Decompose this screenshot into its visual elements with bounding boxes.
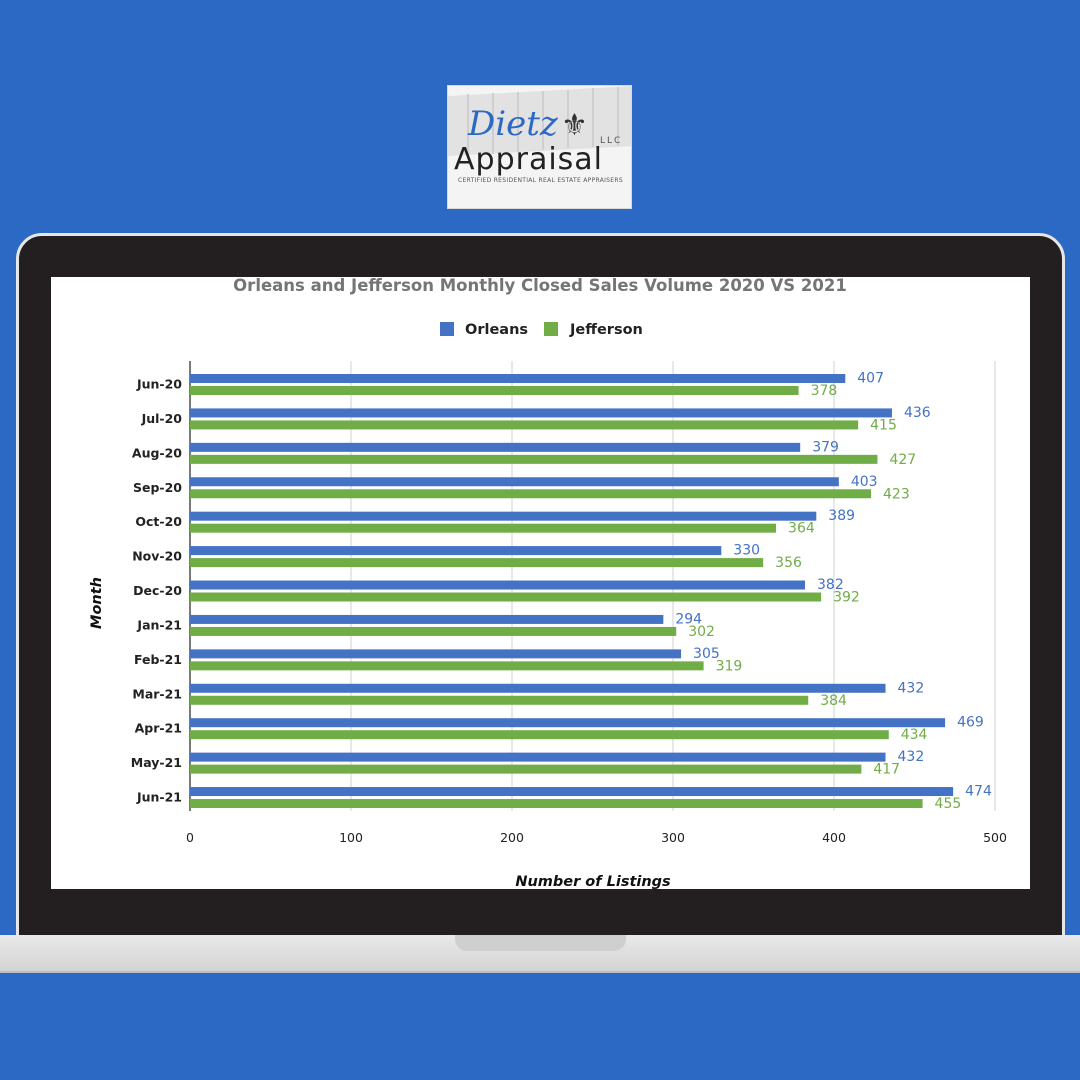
category-label: Nov-20 bbox=[132, 549, 182, 564]
data-label-jefferson: 364 bbox=[788, 521, 815, 537]
legend-swatch-orleans bbox=[440, 322, 454, 336]
x-tick-labels: 0 100 200 300 400 500 bbox=[186, 830, 1007, 845]
data-label-orleans: 407 bbox=[857, 371, 884, 387]
bar-jefferson bbox=[190, 489, 872, 499]
data-label-jefferson: 417 bbox=[873, 762, 900, 778]
data-label-jefferson: 384 bbox=[820, 693, 847, 709]
data-label-orleans: 294 bbox=[675, 611, 702, 627]
laptop-notch bbox=[455, 935, 626, 951]
category-label: May-21 bbox=[131, 755, 182, 770]
logo-building-background bbox=[448, 86, 631, 208]
data-label-orleans: 389 bbox=[828, 508, 855, 524]
data-label-jefferson: 356 bbox=[775, 555, 802, 571]
company-logo: Dietz ⚜ LLC Appraisal CERTIFIED RESIDENT… bbox=[447, 85, 632, 209]
logo-llc-text: LLC bbox=[600, 136, 623, 146]
legend-label-jefferson: Jefferson bbox=[569, 322, 643, 338]
fleur-de-lis-icon: ⚜ bbox=[561, 108, 588, 143]
bar-orleans bbox=[190, 683, 886, 693]
legend-swatch-jefferson bbox=[544, 322, 558, 336]
data-label-jefferson: 434 bbox=[901, 727, 928, 743]
bar-orleans bbox=[190, 374, 846, 383]
bar-jefferson bbox=[190, 454, 878, 464]
category-label: Feb-21 bbox=[134, 652, 182, 667]
bar-jefferson bbox=[190, 764, 862, 774]
category-label: Aug-20 bbox=[132, 445, 182, 460]
bar-orleans bbox=[190, 718, 946, 728]
x-tick-label: 300 bbox=[661, 830, 685, 845]
bar-orleans bbox=[190, 546, 722, 556]
bar-chart: Orleans and Jefferson Monthly Closed Sal… bbox=[89, 277, 1007, 889]
category-label: Dec-20 bbox=[133, 583, 182, 598]
category-label: Sep-20 bbox=[133, 480, 182, 495]
bar-orleans bbox=[190, 752, 886, 762]
bar-orleans bbox=[190, 787, 954, 797]
legend-label-orleans: Orleans bbox=[465, 322, 528, 338]
data-label-jefferson: 392 bbox=[833, 590, 860, 606]
y-axis-title: Month bbox=[89, 577, 105, 629]
legend: Orleans Jefferson bbox=[440, 322, 643, 338]
category-label: Jun-20 bbox=[136, 377, 182, 392]
data-label-jefferson: 427 bbox=[889, 452, 916, 468]
bar-jefferson bbox=[190, 558, 764, 568]
x-tick-label: 500 bbox=[983, 830, 1007, 845]
data-label-jefferson: 378 bbox=[811, 383, 838, 399]
x-tick-label: 400 bbox=[822, 830, 846, 845]
data-label-jefferson: 302 bbox=[688, 624, 715, 640]
bar-jefferson bbox=[190, 420, 859, 430]
bar-jefferson bbox=[190, 661, 704, 671]
bar-orleans bbox=[190, 408, 892, 418]
data-label-orleans: 436 bbox=[904, 405, 931, 421]
category-label: Apr-21 bbox=[135, 721, 182, 736]
bar-jefferson bbox=[190, 523, 777, 533]
laptop-screen: Orleans and Jefferson Monthly Closed Sal… bbox=[51, 277, 1030, 889]
data-label-jefferson: 415 bbox=[870, 417, 897, 433]
x-axis-title: Number of Listings bbox=[515, 874, 671, 889]
data-label-orleans: 403 bbox=[851, 474, 878, 490]
bar-jefferson bbox=[190, 730, 889, 740]
category-label: Jan-21 bbox=[136, 617, 182, 632]
data-labels: 4073784364153794274034233893643303563823… bbox=[675, 371, 992, 813]
data-label-jefferson: 319 bbox=[716, 658, 743, 674]
category-label: Mar-21 bbox=[132, 686, 182, 701]
x-tick-label: 0 bbox=[186, 830, 194, 845]
bar-orleans bbox=[190, 442, 801, 452]
x-tick-label: 200 bbox=[500, 830, 524, 845]
data-label-orleans: 474 bbox=[965, 784, 992, 800]
data-label-orleans: 305 bbox=[693, 646, 720, 662]
data-label-orleans: 432 bbox=[898, 680, 925, 696]
data-label-orleans: 469 bbox=[957, 715, 984, 731]
bar-jefferson bbox=[190, 626, 677, 636]
logo-word-text: Appraisal bbox=[454, 142, 604, 177]
bar-orleans bbox=[190, 477, 839, 487]
chart-title: Orleans and Jefferson Monthly Closed Sal… bbox=[233, 277, 847, 295]
category-label: Oct-20 bbox=[135, 514, 182, 529]
bar-jefferson bbox=[190, 592, 822, 602]
bar-jefferson bbox=[190, 695, 809, 705]
data-label-orleans: 382 bbox=[817, 577, 844, 593]
data-label-orleans: 379 bbox=[812, 439, 839, 455]
category-labels: Jun-20 Jul-20 Aug-20 Sep-20 Oct-20 Nov-20 Dec-… bbox=[131, 377, 183, 805]
bar-orleans bbox=[190, 649, 682, 659]
bar-jefferson bbox=[190, 386, 799, 395]
logo-script-text: Dietz bbox=[468, 104, 558, 144]
data-label-jefferson: 423 bbox=[883, 486, 910, 502]
data-label-orleans: 330 bbox=[733, 543, 760, 559]
bars bbox=[190, 374, 954, 809]
category-label: Jul-20 bbox=[141, 411, 183, 426]
bar-orleans bbox=[190, 614, 664, 624]
category-label: Jun-21 bbox=[136, 790, 182, 805]
bar-orleans bbox=[190, 580, 806, 590]
logo-tagline: CERTIFIED RESIDENTIAL REAL ESTATE APPRAI… bbox=[458, 177, 623, 184]
data-label-orleans: 432 bbox=[898, 749, 925, 765]
x-tick-label: 100 bbox=[339, 830, 363, 845]
bar-jefferson bbox=[190, 799, 923, 809]
data-label-jefferson: 455 bbox=[935, 796, 962, 812]
bar-orleans bbox=[190, 511, 817, 521]
